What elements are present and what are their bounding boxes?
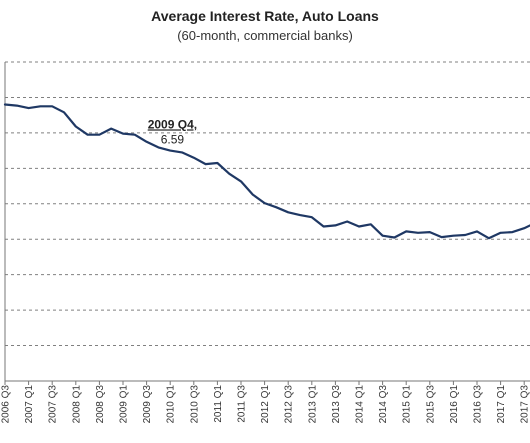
x-tick-label: 2007 Q1 xyxy=(24,385,35,424)
x-tick-label: 2012 Q3 xyxy=(284,385,295,424)
x-tick-label: 2016 Q3 xyxy=(473,385,484,424)
annotation-label: 2009 Q4, xyxy=(148,117,197,131)
series-line xyxy=(3,103,530,240)
x-tick-label: 2008 Q3 xyxy=(95,385,106,424)
chart-title: Average Interest Rate, Auto Loans xyxy=(151,8,379,24)
x-tick-label: 2015 Q1 xyxy=(402,385,413,424)
x-tick-label: 2010 Q1 xyxy=(166,385,177,424)
x-axis-ticks: 2006 Q3 2007 Q1 2007 Q3 2008 Q1 2008 Q3 2009 … xyxy=(1,381,530,423)
annotations: 2009 Q4,6.59 xyxy=(148,117,197,146)
annotation-value: 6.59 xyxy=(161,132,185,146)
x-tick-label: 2007 Q3 xyxy=(48,385,59,424)
x-tick-label: 2015 Q3 xyxy=(425,385,436,424)
x-tick-label: 2010 Q3 xyxy=(189,385,200,424)
x-tick-label: 2009 Q1 xyxy=(119,385,130,424)
series-layer xyxy=(3,103,530,240)
x-tick-label: 2014 Q3 xyxy=(378,385,389,424)
x-tick-label: 2017 Q3 xyxy=(520,385,530,424)
x-tick-label: 2013 Q1 xyxy=(307,385,318,424)
x-tick-label: 2013 Q3 xyxy=(331,385,342,424)
x-tick-label: 2009 Q3 xyxy=(142,385,153,424)
x-tick-label: 2006 Q3 xyxy=(1,385,12,424)
x-tick-label: 2016 Q1 xyxy=(449,385,460,424)
x-tick-label: 2011 Q3 xyxy=(237,385,248,423)
x-tick-label: 2012 Q1 xyxy=(260,385,271,424)
x-tick-label: 2017 Q1 xyxy=(496,385,507,424)
x-tick-label: 2008 Q1 xyxy=(71,385,82,424)
chart-subtitle: (60-month, commercial banks) xyxy=(177,28,353,43)
x-tick-label: 2011 Q1 xyxy=(213,385,224,423)
x-tick-label: 2014 Q1 xyxy=(355,385,366,424)
